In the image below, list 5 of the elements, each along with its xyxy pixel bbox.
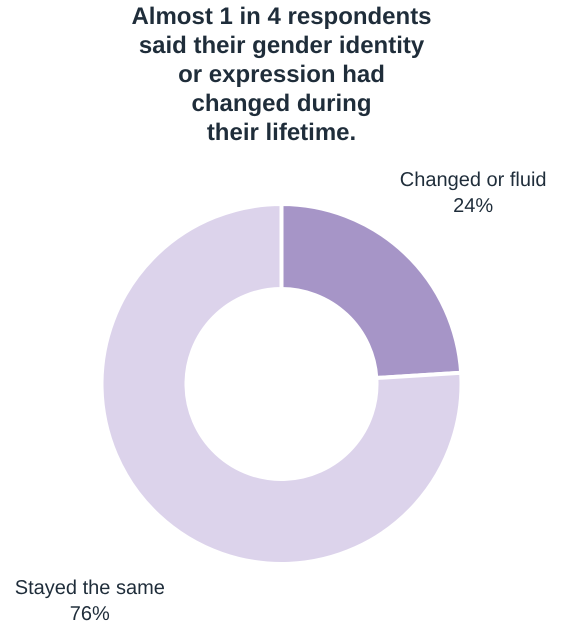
data-label: 24% bbox=[453, 194, 494, 217]
chart-title: Almost 1 in 4 respondents said their gender identity or expression had changed during their lifetime. bbox=[131, 3, 432, 146]
data-label: 76% bbox=[70, 603, 110, 624]
slice-label: Stayed the same bbox=[14, 577, 165, 600]
slice-label: Changed or fluid bbox=[400, 168, 547, 191]
